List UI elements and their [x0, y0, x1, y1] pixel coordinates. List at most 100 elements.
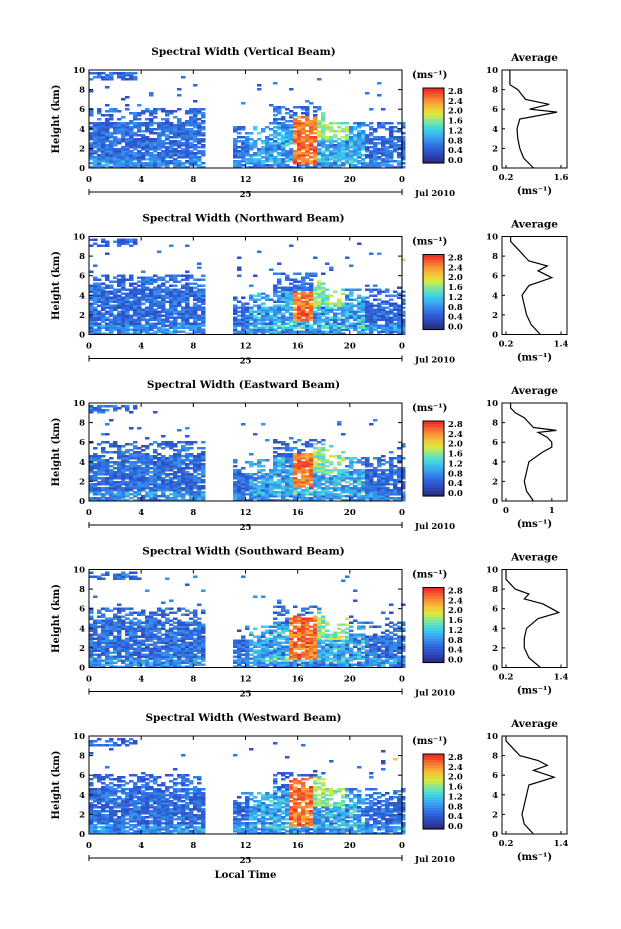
heatmap-cell: [129, 240, 134, 243]
heatmap-cell: [289, 314, 294, 317]
heatmap-cell: [109, 471, 114, 474]
heatmap-cell: [281, 300, 286, 303]
heatmap-cell: [169, 112, 174, 115]
heatmap-cell: [125, 158, 130, 161]
heatmap-cell: [185, 314, 190, 317]
heatmap-cell: [285, 306, 290, 309]
heatmap-cell: [353, 473, 358, 476]
heatmap-cell: [197, 158, 202, 161]
heatmap-cell: [277, 453, 282, 456]
heatmap-cell: [397, 314, 402, 317]
heatmap-cell: [365, 479, 370, 482]
heatmap-cell: [233, 308, 238, 311]
heatmap-cell: [329, 471, 334, 474]
heatmap-cell: [117, 162, 122, 165]
heatmap-cell: [337, 479, 342, 482]
heatmap-cell: [313, 160, 318, 163]
heatmap-cell: [197, 316, 202, 319]
heatmap-cell: [269, 479, 274, 482]
heatmap-cell: [381, 481, 386, 484]
heatmap-cell: [145, 481, 150, 484]
heatmap-cell: [181, 459, 186, 462]
heatmap-cell: [173, 330, 178, 333]
heatmap-cell: [357, 134, 362, 137]
heatmap-cell: [397, 152, 402, 155]
heatmap-cell: [121, 312, 126, 315]
heatmap-cell: [165, 142, 170, 145]
heatmap-cell: [109, 651, 114, 654]
heatmap-cell: [101, 140, 106, 143]
heatmap-cell: [261, 485, 266, 488]
heatmap-cell: [257, 320, 262, 323]
heatmap-cell: [233, 473, 238, 476]
heatmap-cell: [369, 495, 374, 498]
heatmap-cell: [113, 495, 118, 498]
heatmap-cell: [129, 467, 134, 470]
heatmap-cell: [89, 487, 94, 490]
heatmap-cell: [317, 493, 322, 496]
heatmap-cell: [321, 308, 326, 311]
heatmap-cell: [149, 304, 154, 307]
heatmap-cell: [337, 144, 342, 147]
heatmap-cell: [149, 495, 154, 498]
heatmap-cell: [353, 479, 358, 482]
heatmap-cell: [385, 152, 390, 155]
heatmap-cell: [197, 140, 202, 143]
heatmap-cell: [109, 631, 114, 634]
heatmap-cell: [177, 304, 182, 307]
heatmap-cell: [361, 138, 366, 141]
heatmap-cell: [313, 114, 318, 117]
heatmap-cell: [149, 308, 154, 311]
heatmap-cell: [125, 306, 130, 309]
heatmap-cell: [89, 467, 94, 470]
heatmap-cell: [397, 140, 402, 143]
heatmap-cell: [109, 310, 114, 313]
panel-title: Spectral Width (Vertical Beam): [151, 46, 335, 58]
heatmap-cell: [401, 332, 406, 335]
heatmap-cell: [345, 499, 350, 502]
heatmap-cell: [245, 132, 250, 135]
heatmap-cell: [233, 483, 238, 486]
heatmap-cell: [373, 316, 378, 319]
heatmap-cell: [261, 166, 266, 169]
heatmap-cell: [249, 318, 254, 321]
heatmap-cell: [305, 445, 310, 448]
heatmap-cell: [161, 489, 166, 492]
profile-x-tick-label: 0: [503, 506, 509, 516]
heatmap-cell: [121, 471, 126, 474]
heatmap-cell: [161, 330, 166, 333]
heatmap-cell: [293, 499, 298, 502]
heatmap-cell: [309, 487, 314, 490]
heatmap-cell: [145, 483, 150, 486]
heatmap-cell: [313, 322, 318, 325]
heatmap-cell: [373, 304, 378, 307]
heatmap-cell: [369, 150, 374, 153]
heatmap-cell: [253, 126, 258, 129]
heatmap-cell: [233, 487, 238, 490]
heatmap-cell: [365, 320, 370, 323]
heatmap-cell: [105, 290, 110, 293]
heatmap-cell: [237, 332, 242, 335]
heatmap-cell: [269, 150, 274, 153]
heatmap-cell: [341, 140, 346, 143]
heatmap-cell: [273, 499, 278, 502]
colorbar-tick-label: 2.4: [448, 430, 463, 440]
heatmap-cell: [185, 290, 190, 293]
heatmap-cell: [165, 324, 170, 327]
heatmap-cell: [309, 120, 314, 123]
heatmap-cell: [125, 332, 130, 335]
heatmap-cell: [241, 330, 246, 333]
heatmap-cell: [313, 473, 318, 476]
heatmap-cell: [193, 132, 198, 135]
heatmap-cell: [105, 284, 110, 287]
heatmap-cell: [325, 128, 330, 131]
heatmap-cell: [193, 164, 198, 167]
heatmap-cell: [397, 308, 402, 311]
heatmap-cell: [389, 483, 394, 486]
date-label: Jul 2010: [414, 189, 455, 199]
heatmap-cell: [181, 316, 186, 319]
heatmap-cell: [273, 308, 278, 311]
heatmap-cell: [289, 156, 294, 159]
heatmap-cell: [173, 306, 178, 309]
heatmap-cell: [301, 322, 306, 325]
